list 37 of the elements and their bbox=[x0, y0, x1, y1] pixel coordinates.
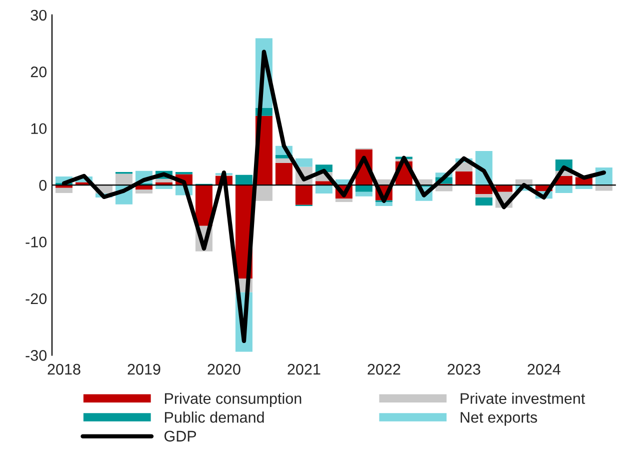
bar bbox=[335, 198, 352, 202]
x-tick-label: 2022 bbox=[368, 364, 400, 375]
x-tick-label: 2019 bbox=[128, 364, 160, 375]
bar bbox=[135, 190, 152, 194]
legend-label: Private consumption bbox=[164, 392, 302, 407]
bar bbox=[455, 171, 472, 186]
bar bbox=[375, 202, 392, 206]
legend-label: Public demand bbox=[164, 412, 264, 423]
y-tick-label: -10 bbox=[26, 236, 47, 248]
bar bbox=[295, 185, 312, 205]
bar bbox=[355, 192, 372, 196]
y-tick-label: 0 bbox=[39, 180, 47, 191]
bar bbox=[555, 185, 572, 193]
x-tick-label: 2023 bbox=[448, 364, 480, 375]
y-tick-label: 10 bbox=[31, 123, 47, 134]
bar bbox=[295, 158, 312, 167]
x-tick-label: 2018 bbox=[48, 364, 80, 375]
y-tick-label: -20 bbox=[26, 293, 47, 304]
y-tick-label: 20 bbox=[30, 66, 47, 78]
bar bbox=[55, 188, 72, 193]
bar bbox=[355, 185, 372, 192]
legend-label: Private investment bbox=[460, 392, 586, 404]
x-tick-label: 2021 bbox=[288, 364, 320, 375]
bar bbox=[475, 194, 492, 198]
x-tick-label: 2020 bbox=[208, 364, 240, 375]
y-tick-label: 30 bbox=[30, 10, 47, 21]
bar bbox=[315, 185, 332, 194]
bar bbox=[115, 174, 132, 186]
legend-label: GDP bbox=[164, 430, 196, 442]
bar bbox=[255, 185, 272, 201]
bar bbox=[235, 174, 252, 186]
bar bbox=[195, 185, 212, 226]
y-tick-label: -30 bbox=[26, 350, 47, 361]
bar bbox=[475, 198, 492, 206]
bar bbox=[275, 162, 292, 186]
legend-label: Net exports bbox=[460, 412, 538, 426]
x-tick-label: 2024 bbox=[528, 364, 560, 375]
